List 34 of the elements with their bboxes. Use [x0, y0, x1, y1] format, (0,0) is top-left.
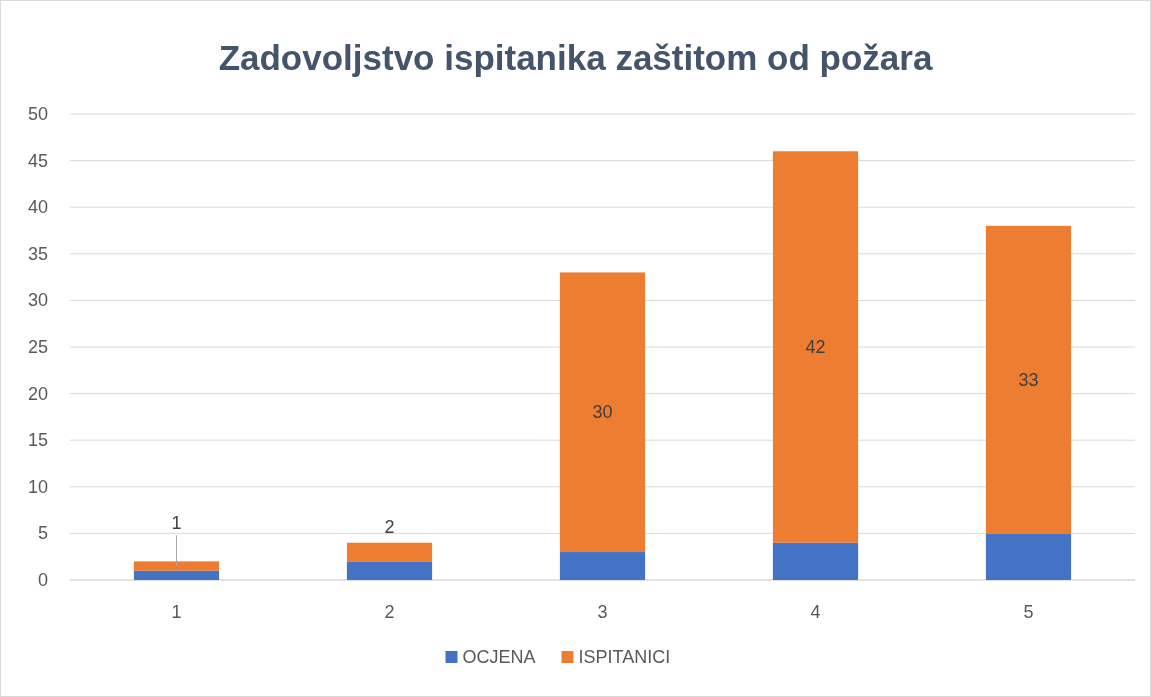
y-tick-label: 15: [27, 430, 48, 451]
bar: [772, 542, 859, 580]
x-tick-label: 1: [171, 602, 182, 622]
data-label: 42: [805, 337, 826, 357]
y-tick-label: 45: [27, 150, 48, 171]
y-tick-label: 25: [27, 337, 48, 357]
y-tick-label: 0: [37, 570, 48, 590]
y-tick-label: 50: [27, 104, 48, 124]
bar: [133, 570, 220, 580]
x-tick-label: 4: [810, 602, 821, 622]
data-label: 33: [1018, 369, 1039, 390]
legend-label: OCJENA: [462, 647, 536, 667]
bar: [772, 151, 859, 543]
y-tick-label: 5: [37, 523, 48, 544]
bar: [559, 272, 646, 553]
y-tick-label: 40: [27, 197, 48, 218]
bar: [133, 561, 220, 571]
x-tick-label: 2: [384, 602, 395, 622]
y-tick-label: 10: [27, 476, 48, 497]
bar: [346, 561, 433, 580]
y-tick-label: 20: [27, 383, 48, 404]
y-tick-label: 35: [27, 243, 48, 264]
bar: [346, 542, 433, 562]
data-label: 1: [171, 513, 182, 534]
bar: [985, 225, 1072, 534]
bar: [559, 552, 646, 580]
x-tick-label: 3: [597, 602, 608, 622]
y-tick-label: 30: [27, 290, 48, 311]
bar: [985, 533, 1072, 580]
x-tick-label: 5: [1023, 602, 1034, 622]
legend-label: ISPITANICI: [578, 647, 671, 667]
chart-title: Zadovoljstvo ispitanika zaštitom od požara: [218, 38, 933, 77]
data-label: 30: [592, 402, 613, 423]
data-label: 2: [384, 516, 395, 537]
